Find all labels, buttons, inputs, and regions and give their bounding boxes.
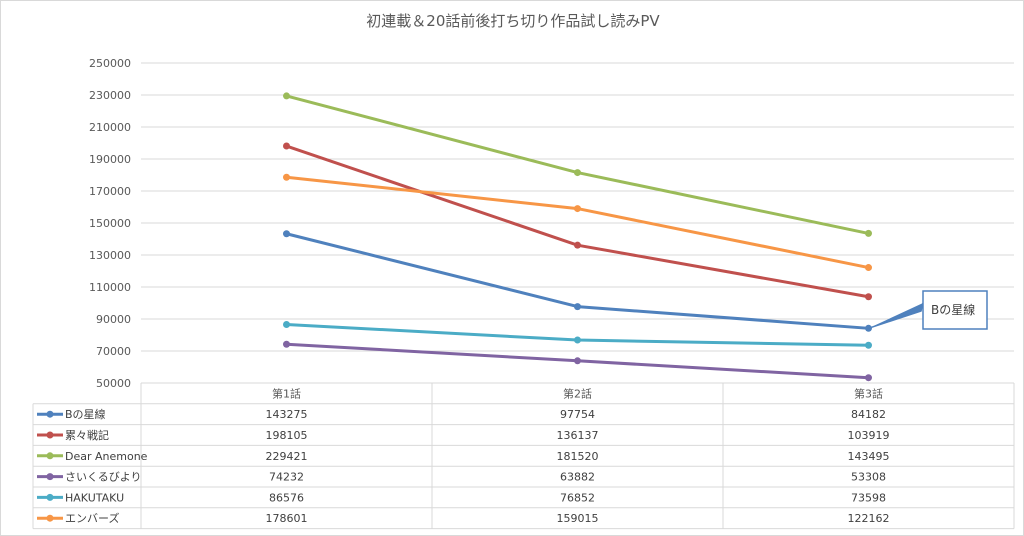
legend-key-marker <box>46 514 54 522</box>
data-table-cell: 143495 <box>848 450 890 463</box>
legend-key-marker <box>46 431 54 439</box>
data-point <box>574 357 581 365</box>
data-table-cell: 84182 <box>851 408 886 421</box>
legend-label: エンバーズ <box>65 511 119 525</box>
y-tick-label: 230000 <box>89 89 131 102</box>
data-point <box>574 303 581 311</box>
data-point <box>574 205 581 213</box>
category-label: 第1話 <box>272 386 301 400</box>
y-tick-label: 90000 <box>96 313 131 326</box>
y-tick-label: 170000 <box>89 185 131 198</box>
data-point <box>865 341 872 349</box>
legend-label: HAKUTAKU <box>65 491 124 504</box>
callout-label: Bの星線 <box>931 302 975 317</box>
y-tick-label: 130000 <box>89 249 131 262</box>
data-point <box>283 92 290 100</box>
data-table-cell: 136137 <box>557 429 599 442</box>
data-table-cell: 74232 <box>269 471 304 484</box>
data-table-cell: 73598 <box>851 491 886 504</box>
data-table-cell: 178601 <box>266 512 308 525</box>
data-table-cell: 143275 <box>266 408 308 421</box>
data-point <box>865 229 872 237</box>
data-table-cell: 103919 <box>848 429 890 442</box>
y-tick-label: 150000 <box>89 217 131 230</box>
data-point <box>283 173 290 181</box>
category-label: 第3話 <box>854 386 883 400</box>
data-point <box>574 169 581 177</box>
callout-box <box>922 290 988 330</box>
data-table-cell: 229421 <box>266 450 308 463</box>
y-tick-label: 190000 <box>89 153 131 166</box>
legend-label: Bの星線 <box>65 407 106 421</box>
data-table-cell: 198105 <box>266 429 308 442</box>
chart-title: 初連載＆20話前後打ち切り作品試し読みPV <box>366 12 660 30</box>
y-tick-label: 70000 <box>96 345 131 358</box>
data-table-cell: 53308 <box>851 471 886 484</box>
data-table-cell: 159015 <box>557 512 599 525</box>
legend-label: Dear Anemone <box>65 450 148 463</box>
data-point <box>865 293 872 301</box>
data-point <box>283 230 290 238</box>
data-point <box>283 340 290 348</box>
data-point <box>865 264 872 272</box>
data-table-cell: 63882 <box>560 471 595 484</box>
legend-key-marker <box>46 410 54 418</box>
category-label: 第2話 <box>563 386 592 400</box>
data-point <box>865 374 872 382</box>
y-tick-label: 110000 <box>89 281 131 294</box>
data-point <box>574 241 581 249</box>
y-tick-label: 250000 <box>89 57 131 70</box>
series-line <box>286 144 869 299</box>
y-tick-label: 210000 <box>89 121 131 134</box>
series-line <box>286 94 869 235</box>
data-table-cell: 181520 <box>557 450 599 463</box>
data-table-cell: 86576 <box>269 491 304 504</box>
data-point <box>283 142 290 150</box>
callout-pointer <box>868 302 924 330</box>
data-table-cell: 97754 <box>560 408 595 421</box>
data-table-cell: 122162 <box>848 512 890 525</box>
legend-key-marker <box>46 452 54 460</box>
legend-key-marker <box>46 493 54 501</box>
data-point <box>574 336 581 344</box>
legend-label: 累々戦記 <box>65 428 109 442</box>
legend-key-marker <box>46 473 54 481</box>
y-tick-label: 50000 <box>96 377 131 390</box>
data-point <box>283 320 290 328</box>
data-table-cell: 76852 <box>560 491 595 504</box>
legend-label: さいくるびより <box>65 471 142 484</box>
